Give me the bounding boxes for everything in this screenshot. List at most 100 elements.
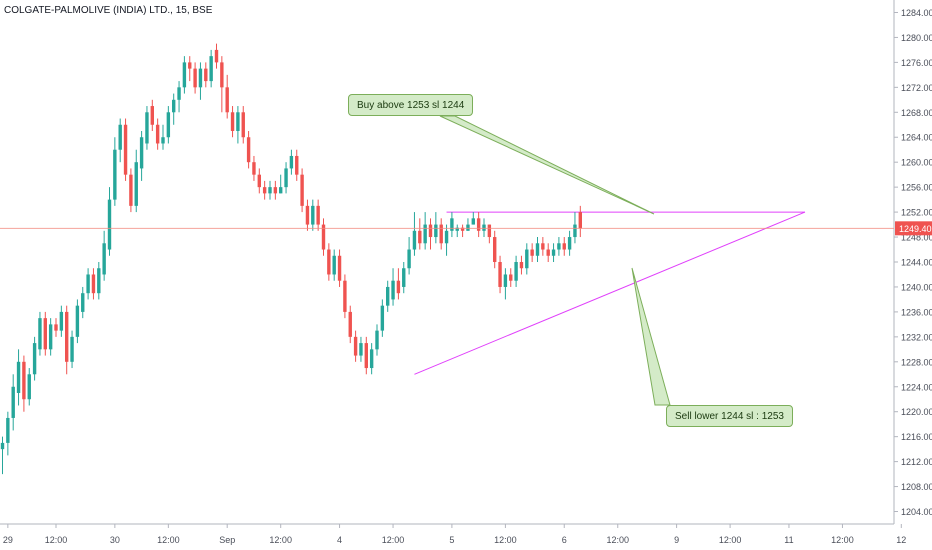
candle-body [557, 243, 561, 250]
candle-body [375, 330, 379, 350]
candle-body [289, 155, 294, 169]
candle-body [188, 62, 192, 69]
candle-body [273, 187, 278, 194]
candle-body [407, 249, 411, 269]
y-tick-label: 1252.00 [901, 208, 932, 218]
candle-body [177, 87, 181, 100]
candle-body [129, 174, 133, 206]
candle-body [514, 262, 518, 281]
x-tick-label: 12 [896, 535, 906, 545]
y-tick-label: 1284.00 [901, 8, 932, 18]
trendlines[interactable] [414, 211, 806, 375]
y-tick-label: 1276.00 [901, 58, 932, 68]
candle-body [145, 112, 149, 144]
candle-body [439, 224, 443, 244]
y-tick-label: 1264.00 [901, 133, 932, 143]
candle-body [476, 218, 481, 231]
candle-body [391, 280, 395, 300]
candle-body [316, 205, 320, 225]
candle-body [493, 237, 497, 262]
candle-body [455, 227, 459, 231]
candle-body [369, 349, 374, 369]
x-tick-label: 29 [3, 535, 13, 545]
candle-body [214, 49, 219, 63]
buy-pointer [439, 115, 655, 215]
candle-body [573, 224, 577, 238]
y-tick-label: 1216.00 [901, 432, 932, 442]
y-tick-label: 1248.00 [901, 233, 932, 243]
x-axis[interactable]: 29 12:00 30 12:00 Sep 12:00 4 12:00 5 12:00 6 12:00… [0, 523, 906, 545]
candle-body [81, 293, 85, 312]
candle-body [509, 274, 513, 281]
x-tick-label: 12:00 [157, 535, 180, 545]
candle-body [236, 112, 240, 131]
candle-body [402, 268, 406, 287]
candle-body [102, 243, 106, 275]
candle-body [134, 162, 138, 206]
candle-body [161, 137, 165, 144]
x-tick-label: 12:00 [494, 535, 517, 545]
x-tick-label: 11 [784, 535, 793, 545]
candle-body [284, 168, 288, 188]
candle-body [551, 249, 556, 256]
y-tick-label: 1224.00 [901, 382, 932, 392]
y-tick-label: 1272.00 [901, 83, 932, 93]
candle-body [519, 262, 524, 269]
candle-body [123, 124, 128, 175]
candle-body [32, 343, 37, 375]
x-tick-label: 4 [337, 535, 342, 545]
candle-body [6, 417, 10, 443]
x-tick-label: 30 [110, 535, 120, 545]
candle-body [578, 212, 582, 229]
candle-body [118, 124, 122, 150]
y-axis[interactable]: 1204.00 1208.00 1212.00 1216.00 1220.00 1224.… [893, 0, 932, 524]
buy-annotation[interactable]: Buy above 1253 sl 1244 [348, 94, 474, 116]
y-tick-label: 1260.00 [901, 158, 932, 168]
candle-body [262, 187, 267, 194]
candle-body [343, 280, 347, 312]
candle-body [418, 230, 422, 244]
sell-annotation[interactable]: Sell lower 1244 sl : 1253 [666, 405, 793, 427]
candle-body [503, 274, 508, 287]
candle-body [22, 361, 26, 400]
candle-body [332, 255, 336, 275]
candle-body [541, 243, 545, 250]
candle-body [562, 243, 566, 250]
candle-body [386, 286, 390, 306]
candle-body [359, 343, 363, 356]
last-price-tag [895, 221, 932, 236]
x-tick-label: 12:00 [45, 535, 68, 545]
candle-body [525, 249, 529, 269]
candle-body [546, 249, 550, 256]
candle-body [444, 230, 449, 244]
y-tick-label: 1208.00 [901, 482, 932, 492]
candle-body [172, 99, 176, 113]
x-tick-label: 12:00 [719, 535, 742, 545]
trendline-2 [414, 211, 806, 375]
y-tick-label: 1256.00 [901, 183, 932, 193]
candle-body [396, 280, 401, 294]
candle-body [353, 336, 358, 356]
sell-pointer [631, 267, 671, 406]
x-tick-label: 12:00 [269, 535, 292, 545]
y-tick-label: 1220.00 [901, 407, 932, 417]
candle-body [434, 224, 438, 238]
x-tick-label: Sep [219, 535, 235, 545]
candle-body [241, 112, 245, 138]
x-tick-label: 5 [449, 535, 454, 545]
candle-body [530, 249, 534, 256]
y-tick-label: 1236.00 [901, 307, 932, 317]
candle-body [0, 442, 5, 450]
candle-body [535, 243, 540, 256]
candle-body [65, 311, 69, 362]
candle-body [311, 205, 315, 225]
candle-body [380, 305, 385, 331]
candle-body [70, 336, 74, 362]
candle-body [43, 318, 47, 350]
candle-body [466, 224, 470, 231]
candle-body [482, 224, 486, 231]
candle-body [279, 187, 283, 194]
candle-body [107, 199, 112, 250]
